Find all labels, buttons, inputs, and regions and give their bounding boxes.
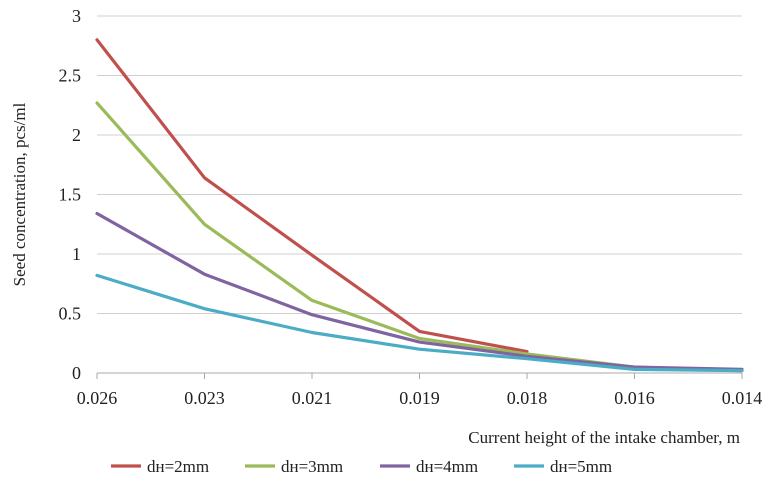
legend-label-3: dн=4mm [416,457,478,476]
x-tick-label: 0.023 [184,388,225,408]
x-axis-tick-labels: 0.026 0.023 0.021 0.019 0.018 0.016 0.014 [77,388,763,408]
legend-label-4: dн=5mm [550,457,612,476]
series-line-4 [95,273,744,373]
x-tick-label: 0.019 [399,388,440,408]
y-tick-label: 2 [72,125,81,145]
x-axis-title: Current height of the intake chamber, m [468,428,740,447]
y-tick-label: 0.5 [59,304,82,324]
legend: dн=2mm dн=3mm dн=4mm dн=5mm [111,457,612,476]
legend-label-2: dн=3mm [281,457,343,476]
series-line-3 [95,211,744,371]
x-tick-label: 0.014 [722,388,763,408]
x-tick-label: 0.026 [77,388,118,408]
y-axis-tick-labels: 0 0.5 1 1.5 2 2.5 3 [59,6,82,383]
grid-lines [97,15,742,314]
y-tick-label: 0 [72,363,81,383]
series-line-1 [95,38,529,354]
series-lines [95,38,744,373]
y-tick-label: 3 [72,6,81,26]
x-tick-label: 0.021 [292,388,333,408]
y-tick-label: 1 [72,244,81,264]
x-tick-label: 0.016 [614,388,655,408]
x-tick-label: 0.018 [507,388,548,408]
y-tick-label: 1.5 [59,185,82,205]
y-axis-title: Seed concentration, pcs/ml [10,102,29,286]
axes [96,372,743,379]
y-tick-label: 2.5 [59,66,82,86]
legend-label-1: dн=2mm [147,457,209,476]
